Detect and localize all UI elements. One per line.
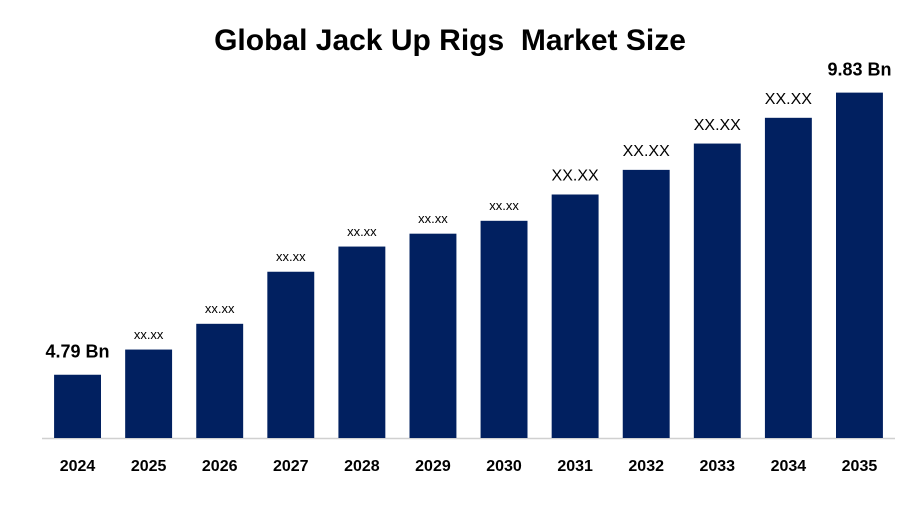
bar: [338, 246, 386, 438]
bar: [480, 220, 528, 438]
bar: [267, 271, 315, 438]
value-label: xx.xx: [276, 249, 306, 264]
value-label: XX.XX: [623, 143, 670, 160]
value-label: xx.xx: [489, 198, 519, 213]
chart-title: Global Jack Up Rigs Market Size: [214, 24, 686, 57]
bar: [54, 374, 101, 438]
x-tick-label: 2034: [771, 458, 807, 475]
value-label: xx.xx: [418, 211, 448, 226]
x-tick-label: 2030: [486, 458, 522, 475]
bar: [551, 194, 599, 438]
value-label: 4.79 Bn: [46, 341, 110, 361]
x-tick-label: 2028: [344, 458, 380, 475]
value-label: XX.XX: [694, 117, 741, 134]
x-tick-label: 2026: [202, 458, 238, 475]
bar: [409, 233, 457, 438]
bar: [125, 349, 173, 438]
x-tick-label: 2035: [842, 458, 878, 475]
x-tick-label: 2029: [415, 458, 451, 475]
x-tick-label: 2025: [131, 458, 167, 475]
bar: [196, 323, 244, 438]
x-tick-label: 2024: [60, 458, 96, 475]
value-label: XX.XX: [765, 91, 812, 108]
bar: [693, 143, 741, 439]
bar: [622, 169, 670, 438]
value-label: xx.xx: [134, 327, 164, 342]
value-label: xx.xx: [205, 301, 235, 316]
bar: [836, 92, 883, 439]
x-tick-label: 2027: [273, 458, 309, 475]
bar: [764, 117, 812, 439]
x-tick-label: 2032: [628, 458, 664, 475]
x-tick-label: 2033: [699, 458, 735, 475]
value-label: XX.XX: [552, 168, 599, 185]
x-tick-label: 2031: [557, 458, 593, 475]
value-label: xx.xx: [347, 224, 377, 239]
value-label: 9.83 Bn: [827, 59, 891, 79]
